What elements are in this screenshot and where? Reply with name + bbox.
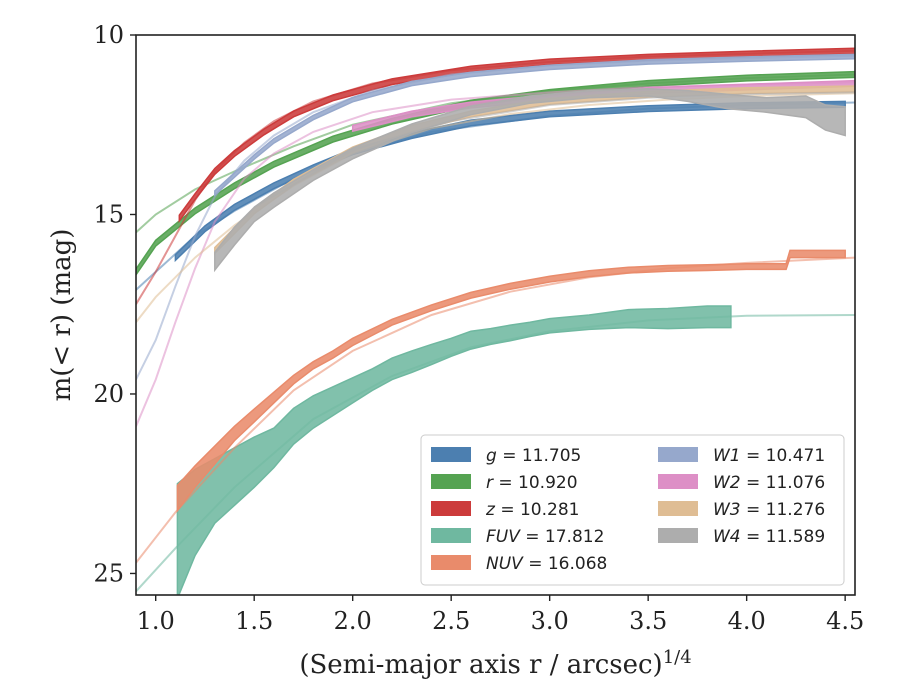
y-tick-label: 15 — [93, 200, 124, 228]
fit-line-w2 — [136, 81, 855, 427]
y-tick-label: 25 — [93, 559, 124, 587]
x-tick-label: 3.0 — [531, 607, 569, 635]
x-tick-label: 3.5 — [629, 607, 667, 635]
x-axis-label: (Semi-major axis r / arcsec)1/4 — [299, 647, 691, 681]
plot-frame — [135, 34, 856, 596]
legend-swatch-z — [431, 501, 471, 516]
profile-band-nuv — [176, 249, 846, 513]
legend-label-g: g = 11.705 — [486, 446, 581, 466]
legend-swatch-w1 — [658, 447, 698, 462]
legend-swatch-fuv — [431, 528, 471, 543]
x-tick-label: 1.0 — [137, 607, 175, 635]
y-tick-label: 10 — [93, 21, 124, 49]
legend-label-z: z = 10.281 — [485, 500, 579, 520]
y-axis-ticks: 10 15 20 25 — [93, 21, 136, 587]
legend-label-nuv: NUV = 16.068 — [486, 554, 607, 574]
x-tick-label: 1.5 — [235, 607, 273, 635]
legend-label-fuv: FUV = 17.812 — [486, 527, 604, 547]
legend-swatch-nuv — [431, 555, 471, 570]
legend-swatch-r — [431, 474, 471, 489]
legend-swatch-w4 — [658, 528, 698, 543]
legend-label-w2: W2 = 11.076 — [713, 473, 825, 493]
y-tick-label: 20 — [93, 380, 124, 408]
legend: g = 11.705 r = 10.920 z = 10.281 FUV = 17.8… — [420, 434, 845, 586]
profile-band-w1 — [214, 53, 855, 197]
profile-band-z — [178, 47, 855, 224]
profile-band-r — [136, 70, 855, 277]
legend-label-r: r = 10.920 — [486, 473, 578, 493]
legend-swatch-w3 — [658, 501, 698, 516]
chart-marks — [136, 47, 855, 595]
legend-box — [420, 434, 845, 586]
x-axis-ticks: 1.0 1.5 2.0 2.5 3.0 3.5 4.0 4.5 — [137, 595, 864, 635]
legend-swatch-w2 — [658, 474, 698, 489]
x-tick-label: 2.0 — [334, 607, 372, 635]
legend-label-w4: W4 = 11.589 — [713, 527, 825, 547]
x-tick-label: 4.5 — [826, 607, 864, 635]
profile-band-w2 — [351, 79, 855, 133]
y-axis-label: m(< r) (mag) — [47, 229, 77, 402]
profile-band-fuv — [176, 305, 732, 595]
fit-line-g — [136, 101, 855, 291]
x-tick-label: 4.0 — [728, 607, 766, 635]
legend-label-w1: W1 = 10.471 — [713, 446, 825, 466]
legend-swatch-g — [431, 447, 471, 462]
x-tick-label: 2.5 — [432, 607, 470, 635]
legend-label-w3: W3 = 11.276 — [713, 500, 825, 520]
profile-band-w4 — [214, 88, 846, 273]
